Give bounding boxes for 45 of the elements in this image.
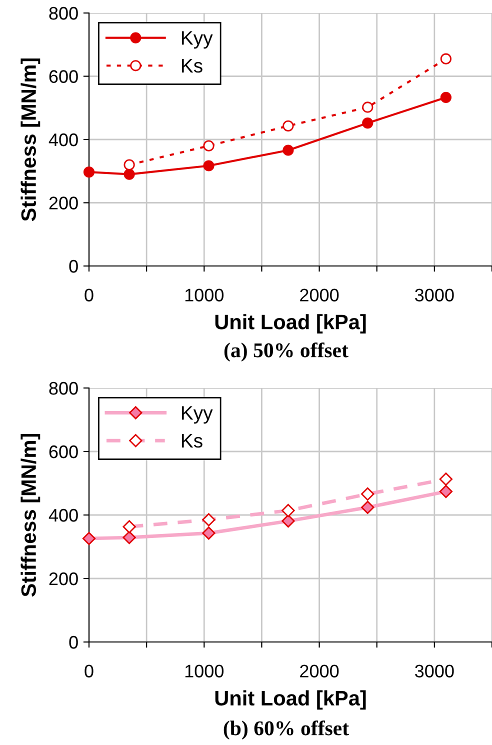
x-axis-title: Unit Load [kPa] [215, 690, 366, 710]
point [282, 514, 295, 528]
y-tick-label: 400 [48, 508, 78, 522]
point [124, 168, 135, 180]
x-tick-label: 0 [84, 288, 94, 302]
point [440, 53, 452, 64]
legend-label: Kyy [182, 406, 213, 424]
y-tick-label: 400 [48, 133, 78, 146]
point [439, 484, 453, 498]
point [122, 530, 136, 544]
y-tick-label: 200 [49, 572, 78, 586]
point [202, 526, 216, 540]
y-tick-label: 800 [49, 6, 78, 20]
y-axis-title: Stiffness [MN/m] [20, 58, 40, 222]
point [203, 140, 214, 152]
y-tick-label: 600 [49, 70, 78, 83]
y-axis-title: Stiffness [MN/m] [20, 434, 40, 597]
x-tick-label: 2000 [300, 288, 339, 302]
x-axis-title: Unit Load [kPa] [215, 314, 366, 334]
y-tick-label: 0 [69, 636, 78, 649]
legend-label: Ks [182, 434, 202, 448]
x-tick-label: 1000 [185, 664, 224, 678]
x-tick-label: 1000 [185, 288, 224, 302]
point [362, 102, 374, 113]
y-tick-label: 0 [69, 260, 78, 273]
x-tick-label: 0 [84, 664, 94, 678]
point [82, 532, 96, 546]
point [124, 159, 135, 170]
point [83, 166, 95, 178]
y-tick-label: 800 [49, 382, 78, 395]
x-tick-label: 2000 [300, 664, 339, 678]
point [282, 120, 294, 132]
x-tick-label: 3000 [415, 664, 454, 678]
point [361, 500, 374, 514]
point [282, 144, 294, 156]
y-tick-label: 600 [49, 445, 78, 458]
point [362, 118, 374, 129]
point [440, 92, 452, 103]
text: (a) 50% offset [224, 342, 348, 362]
y-tick-label: 200 [49, 196, 78, 210]
legend-label: Ks [182, 59, 202, 73]
point [203, 160, 214, 172]
text: (b) 60% offset [224, 720, 349, 740]
legend-label: Kyy [182, 31, 213, 49]
x-tick-label: 3000 [415, 288, 454, 302]
